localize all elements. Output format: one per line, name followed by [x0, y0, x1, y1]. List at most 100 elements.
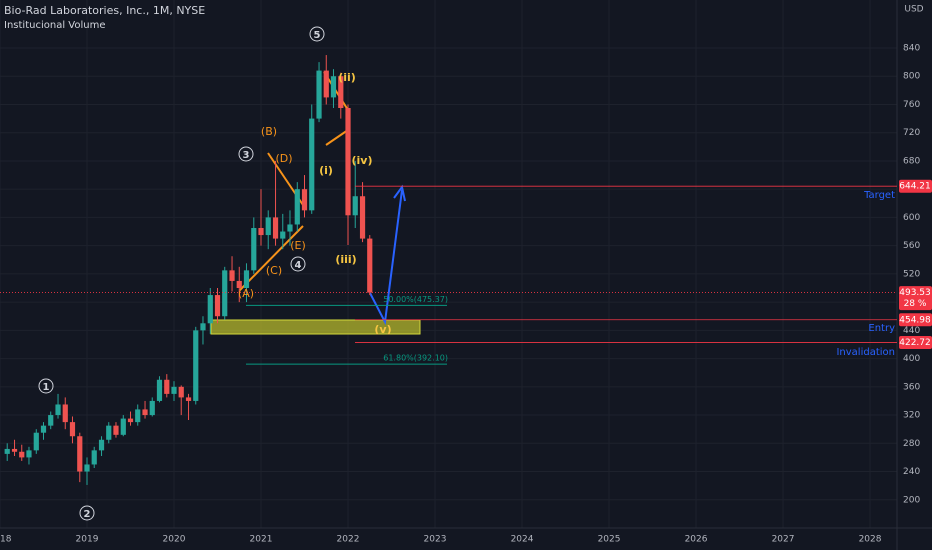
- candle-body: [98, 439, 105, 451]
- candle-body: [185, 397, 192, 401]
- price-tag-label: 422.72: [899, 338, 931, 348]
- candle-body: [309, 118, 315, 211]
- candle-body: [338, 76, 344, 108]
- wave-label: (v): [374, 323, 391, 336]
- candle-body: [352, 196, 358, 216]
- candle-body: [222, 270, 228, 317]
- wave-circle: [79, 505, 95, 521]
- x-tick-label: 2021: [250, 535, 273, 545]
- candle-body: [265, 217, 271, 236]
- candle-body: [359, 196, 366, 239]
- candle-body: [294, 189, 300, 225]
- candle-body: [33, 432, 39, 451]
- candle-body: [11, 448, 18, 452]
- chart-title: Bio-Rad Laboratories, Inc., 1M, NYSE: [4, 4, 205, 17]
- level-name: Target: [863, 190, 895, 201]
- candle-body: [301, 189, 308, 211]
- level-name: Invalidation: [836, 347, 895, 358]
- x-tick-label: 2019: [76, 535, 99, 545]
- candle-body: [287, 224, 293, 232]
- candle-body: [164, 379, 170, 394]
- x-tick-label: 2020: [163, 535, 186, 545]
- y-tick-label: 280: [903, 439, 920, 449]
- price-tag: [899, 313, 932, 327]
- price-tag: [899, 179, 932, 193]
- x-tick-label: 2023: [424, 535, 447, 545]
- y-tick-label: 600: [903, 213, 920, 223]
- candle-body: [19, 451, 25, 458]
- candle-body: [142, 409, 148, 416]
- candle-body: [229, 270, 235, 281]
- wave-label: 5: [314, 30, 321, 41]
- trendline: [239, 225, 304, 291]
- wave-label: (iv): [352, 154, 373, 167]
- grid: [0, 0, 897, 528]
- candle-body: [113, 425, 119, 435]
- price-tag-countdown: 28 %: [904, 299, 927, 309]
- candle-body: [316, 70, 322, 119]
- candle-body: [272, 217, 279, 239]
- candle-body: [69, 422, 76, 437]
- x-tick-label: 2018: [0, 535, 12, 545]
- candle-body: [40, 425, 47, 433]
- y-tick-label: 560: [903, 241, 920, 251]
- candle-body: [84, 464, 90, 472]
- candle-body: [62, 404, 68, 423]
- candle-body: [207, 295, 213, 324]
- wave-label: (D): [275, 152, 292, 165]
- candle-body: [171, 386, 177, 394]
- x-tick-label: 2027: [772, 535, 795, 545]
- candle-body: [178, 386, 184, 398]
- trendline: [325, 129, 349, 146]
- price-tag-label: 644.21: [899, 182, 931, 192]
- wave-label: (iii): [335, 253, 356, 266]
- x-tick-label: 2026: [685, 535, 708, 545]
- candle-body: [26, 450, 32, 458]
- candle-body: [243, 270, 250, 288]
- candle-body: [345, 108, 351, 216]
- entry-zone: [210, 319, 421, 335]
- wave-circle: [290, 256, 306, 272]
- price-tag: [899, 286, 932, 311]
- wave-label: (C): [266, 264, 282, 277]
- candle-body: [200, 323, 206, 331]
- fib-label: 50.00%(475.37): [383, 295, 448, 304]
- wave-label: 4: [295, 260, 302, 271]
- x-tick-label: 2028: [859, 535, 882, 545]
- y-tick-label: 840: [903, 44, 920, 54]
- y-tick-label: 360: [903, 382, 920, 392]
- candle-body: [367, 238, 373, 293]
- y-tick-label: 760: [903, 100, 920, 110]
- candle-body: [127, 418, 134, 423]
- wave-label: (i): [319, 164, 333, 177]
- currency: USD: [904, 5, 923, 15]
- y-tick-label: 440: [903, 326, 920, 336]
- projection-arrow: [369, 189, 403, 326]
- candle-body: [135, 409, 141, 423]
- price-tag-label: 493.53: [899, 288, 931, 298]
- candle-body: [55, 404, 61, 416]
- price-tag: [899, 336, 932, 350]
- candle-body: [214, 295, 221, 317]
- candle-body: [236, 280, 242, 288]
- wave-circle: [38, 378, 54, 394]
- plot: [4, 55, 421, 485]
- y-tick-label: 520: [903, 269, 920, 279]
- y-tick-label: 200: [903, 495, 920, 505]
- x-tick-label: 2024: [511, 535, 534, 545]
- candle-body: [91, 450, 97, 465]
- arrow-head: [393, 184, 406, 202]
- wave-label: 1: [43, 382, 50, 393]
- x-tick-label: 2025: [598, 535, 621, 545]
- wave-label: (A): [238, 287, 254, 300]
- candle-body: [251, 228, 257, 271]
- candle-body: [149, 400, 155, 416]
- candle-body: [48, 415, 54, 426]
- candle-body: [323, 70, 329, 98]
- candle-body: [77, 436, 83, 472]
- y-tick-label: 720: [903, 128, 920, 138]
- wave-circle: [309, 26, 325, 42]
- y-tick-label: 400: [903, 354, 920, 364]
